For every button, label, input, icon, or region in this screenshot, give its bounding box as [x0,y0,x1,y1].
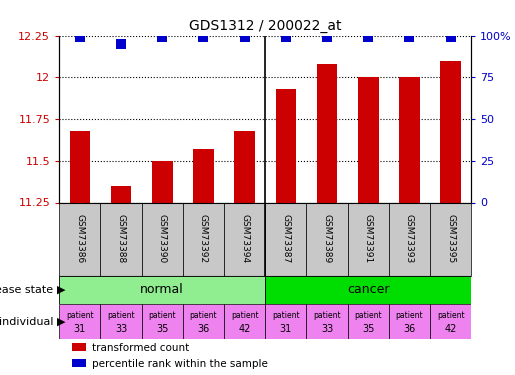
Text: GSM73391: GSM73391 [364,214,373,264]
Bar [72,343,86,351]
Text: 33: 33 [115,324,127,334]
Bar [306,304,348,339]
Bar [317,64,337,202]
Text: 36: 36 [403,324,416,334]
Point [117,41,125,47]
Bar [224,304,265,339]
Point [158,34,166,40]
Text: transformed count: transformed count [92,343,190,353]
Bar [111,186,131,202]
Bar [59,202,100,276]
Bar [358,77,379,203]
Text: 33: 33 [321,324,333,334]
Bar [399,77,420,203]
Bar [440,61,461,202]
Text: GSM73394: GSM73394 [240,214,249,264]
Text: 36: 36 [197,324,210,334]
Text: 42: 42 [444,324,457,334]
Bar [152,161,173,202]
Text: patient: patient [437,310,465,320]
Bar [276,89,296,202]
Bar [430,202,471,276]
Text: 35: 35 [156,324,168,334]
Text: patient: patient [354,310,382,320]
Text: percentile rank within the sample: percentile rank within the sample [92,359,268,369]
Text: patient: patient [190,310,217,320]
Text: GSM73395: GSM73395 [446,214,455,264]
Bar [430,304,471,339]
Text: 31: 31 [280,324,292,334]
Point [241,34,249,40]
Bar [193,149,214,202]
Text: GSM73386: GSM73386 [75,214,84,264]
Bar [234,131,255,203]
Text: GSM73387: GSM73387 [281,214,290,264]
Text: GSM73388: GSM73388 [116,214,126,264]
Point [405,34,414,40]
Text: patient: patient [107,310,135,320]
Text: 42: 42 [238,324,251,334]
Text: GSM73390: GSM73390 [158,214,167,264]
Bar [265,276,471,304]
Bar [70,131,90,203]
Point [199,34,208,40]
Bar [306,202,348,276]
Bar [59,304,100,339]
Bar [348,202,389,276]
Text: disease state: disease state [0,285,57,295]
Text: cancer: cancer [347,283,389,296]
Text: 35: 35 [362,324,374,334]
Text: patient: patient [148,310,176,320]
Bar [100,304,142,339]
Text: normal: normal [141,283,184,296]
Bar [348,304,389,339]
Point [323,34,331,40]
Bar [142,304,183,339]
Point [447,34,455,40]
Text: GSM73393: GSM73393 [405,214,414,264]
Bar [100,202,142,276]
Bar [183,202,224,276]
Text: patient: patient [231,310,259,320]
Text: GSM73392: GSM73392 [199,214,208,264]
Text: GSM73389: GSM73389 [322,214,332,264]
Text: patient: patient [272,310,300,320]
Text: patient: patient [396,310,423,320]
Text: 31: 31 [74,324,86,334]
Bar [183,304,224,339]
Bar [389,304,430,339]
Bar [265,202,306,276]
Text: ▶: ▶ [57,285,65,295]
Bar [72,358,86,368]
Point [282,34,290,40]
Bar [224,202,265,276]
Title: GDS1312 / 200022_at: GDS1312 / 200022_at [189,19,341,33]
Text: patient: patient [66,310,94,320]
Text: individual: individual [0,316,57,327]
Text: ▶: ▶ [57,316,65,327]
Point [76,34,84,40]
Text: patient: patient [313,310,341,320]
Bar [389,202,430,276]
Bar [59,276,265,304]
Bar [142,202,183,276]
Bar [265,304,306,339]
Point [364,34,372,40]
